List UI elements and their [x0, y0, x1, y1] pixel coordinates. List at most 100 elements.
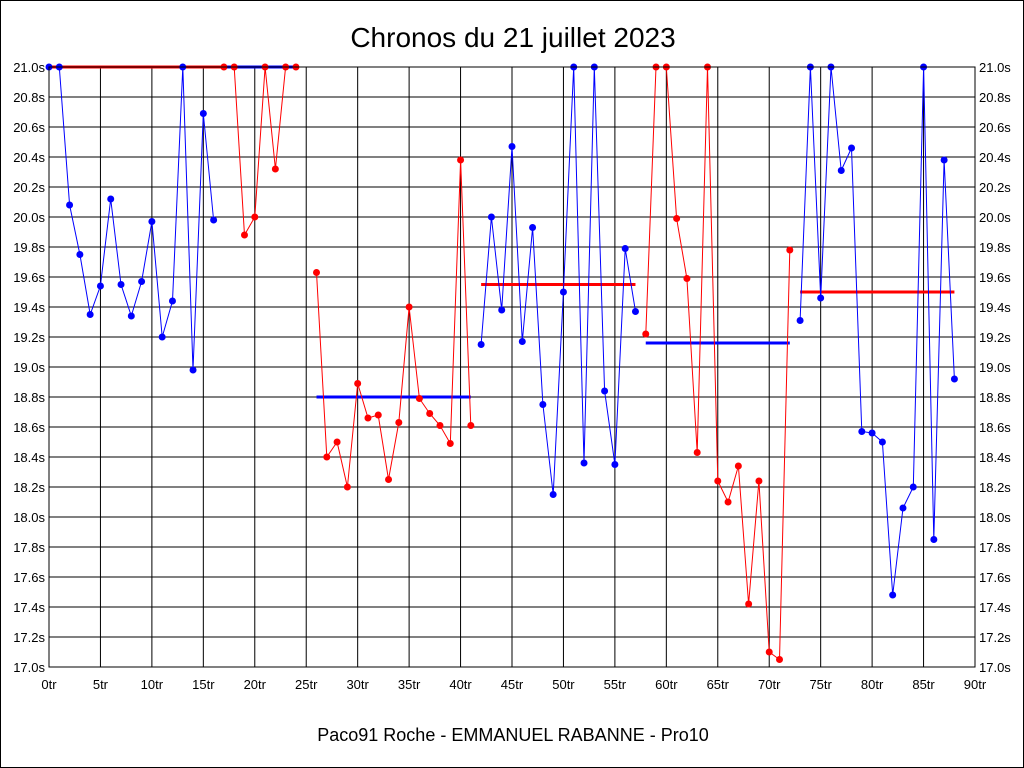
y-tick-label-right: 17.6s — [979, 570, 1011, 585]
data-point — [240, 231, 248, 239]
y-tick-label-left: 20.2s — [13, 180, 45, 195]
x-tick-label: 30tr — [346, 677, 369, 692]
series-line — [799, 66, 955, 596]
data-point — [621, 245, 629, 252]
x-tick-label: 45tr — [501, 677, 524, 692]
data-point — [333, 438, 341, 446]
plot-border — [48, 66, 976, 668]
data-point — [940, 156, 948, 164]
data-point — [930, 536, 938, 543]
x-tick-label: 25tr — [295, 677, 318, 692]
data-point — [138, 278, 146, 285]
y-tick-label-right: 18.0s — [979, 510, 1011, 525]
data-point — [271, 165, 279, 173]
x-tick-label: 65tr — [707, 677, 730, 692]
data-point — [796, 317, 804, 324]
data-point — [529, 224, 537, 231]
y-axis-ticks-right: 17.0s 17.2s 17.4s 17.6s 17.8s 18.0s 18.2s 18.4s… — [979, 60, 1011, 675]
data-point — [539, 401, 547, 408]
x-tick-label: 80tr — [861, 677, 884, 692]
y-tick-label-right: 19.6s — [979, 270, 1011, 285]
y-tick-label-right: 17.8s — [979, 540, 1011, 555]
y-tick-label-left: 20.8s — [13, 90, 45, 105]
data-point — [467, 422, 475, 429]
data-point — [899, 504, 907, 512]
y-tick-label-left: 19.0s — [13, 360, 45, 375]
y-tick-label-left: 17.0s — [13, 660, 45, 675]
data-point — [86, 311, 94, 318]
x-tick-label: 70tr — [758, 677, 781, 692]
y-tick-label-left: 20.4s — [13, 150, 45, 165]
data-point — [950, 375, 958, 383]
data-point — [415, 395, 423, 402]
data-point — [66, 201, 74, 209]
data-point — [745, 600, 753, 608]
data-point — [549, 491, 557, 498]
data-point — [117, 281, 125, 288]
data-point — [889, 591, 897, 599]
data-point — [199, 110, 207, 117]
data-point — [477, 341, 485, 348]
data-point — [76, 251, 84, 258]
data-point — [817, 294, 825, 302]
y-tick-label-left: 21.0s — [13, 60, 45, 75]
y-tick-label-right: 18.6s — [979, 420, 1011, 435]
x-tick-label: 40tr — [449, 677, 472, 692]
chart-title: Chronos du 21 juillet 2023 — [350, 22, 675, 53]
y-tick-label-right: 21.0s — [979, 60, 1011, 75]
data-point — [601, 387, 609, 395]
data-point — [642, 330, 650, 338]
y-tick-label-left: 18.6s — [13, 420, 45, 435]
data-point — [107, 195, 115, 203]
y-tick-label-right: 19.0s — [979, 360, 1011, 375]
data-point — [611, 461, 619, 468]
data-point — [364, 414, 372, 422]
y-tick-label-left: 18.0s — [13, 510, 45, 525]
data-point — [374, 411, 382, 419]
x-tick-label: 55tr — [604, 677, 627, 692]
y-tick-label-right: 17.2s — [979, 630, 1011, 645]
x-tick-label: 20tr — [244, 677, 267, 692]
data-point — [323, 453, 331, 461]
data-point — [498, 306, 506, 314]
data-point — [837, 167, 845, 174]
data-point — [508, 143, 516, 150]
y-tick-label-left: 17.2s — [13, 630, 45, 645]
x-tick-label: 0tr — [41, 677, 57, 692]
chart-footer: Paco91 Roche - EMMANUEL RABANNE - Pro10 — [317, 725, 708, 745]
data-point — [714, 477, 722, 485]
data-point — [868, 429, 876, 437]
y-tick-label-left: 19.2s — [13, 330, 45, 345]
y-tick-label-left: 20.0s — [13, 210, 45, 225]
y-tick-label-right: 20.4s — [979, 150, 1011, 165]
series-line — [480, 66, 636, 495]
data-point — [786, 246, 794, 254]
x-tick-label: 60tr — [655, 677, 678, 692]
data-point — [251, 213, 259, 221]
data-point — [343, 483, 351, 491]
data-point — [96, 282, 104, 290]
data-point — [755, 477, 763, 485]
y-tick-label-right: 17.4s — [979, 600, 1011, 615]
data-point — [426, 410, 434, 417]
data-point — [724, 498, 732, 506]
y-tick-label-right: 18.4s — [979, 450, 1011, 465]
y-tick-label-left: 17.6s — [13, 570, 45, 585]
data-point — [168, 297, 176, 305]
y-tick-label-left: 17.8s — [13, 540, 45, 555]
x-tick-label: 50tr — [552, 677, 575, 692]
data-point — [693, 449, 701, 456]
series-line — [49, 66, 215, 371]
x-axis-ticks: 0tr 5tr 10tr 15tr 20tr 25tr 30tr 35tr 40tr 45tr 50… — [41, 677, 986, 692]
data-point — [559, 288, 567, 296]
y-tick-label-right: 19.4s — [979, 300, 1011, 315]
y-tick-label-right: 20.2s — [979, 180, 1011, 195]
x-tick-label: 5tr — [93, 677, 109, 692]
y-tick-label-left: 20.6s — [13, 120, 45, 135]
series-line — [316, 159, 472, 488]
data-point — [734, 462, 742, 470]
x-tick-label: 75tr — [809, 677, 832, 692]
x-tick-label: 10tr — [141, 677, 164, 692]
data-point — [858, 428, 866, 435]
